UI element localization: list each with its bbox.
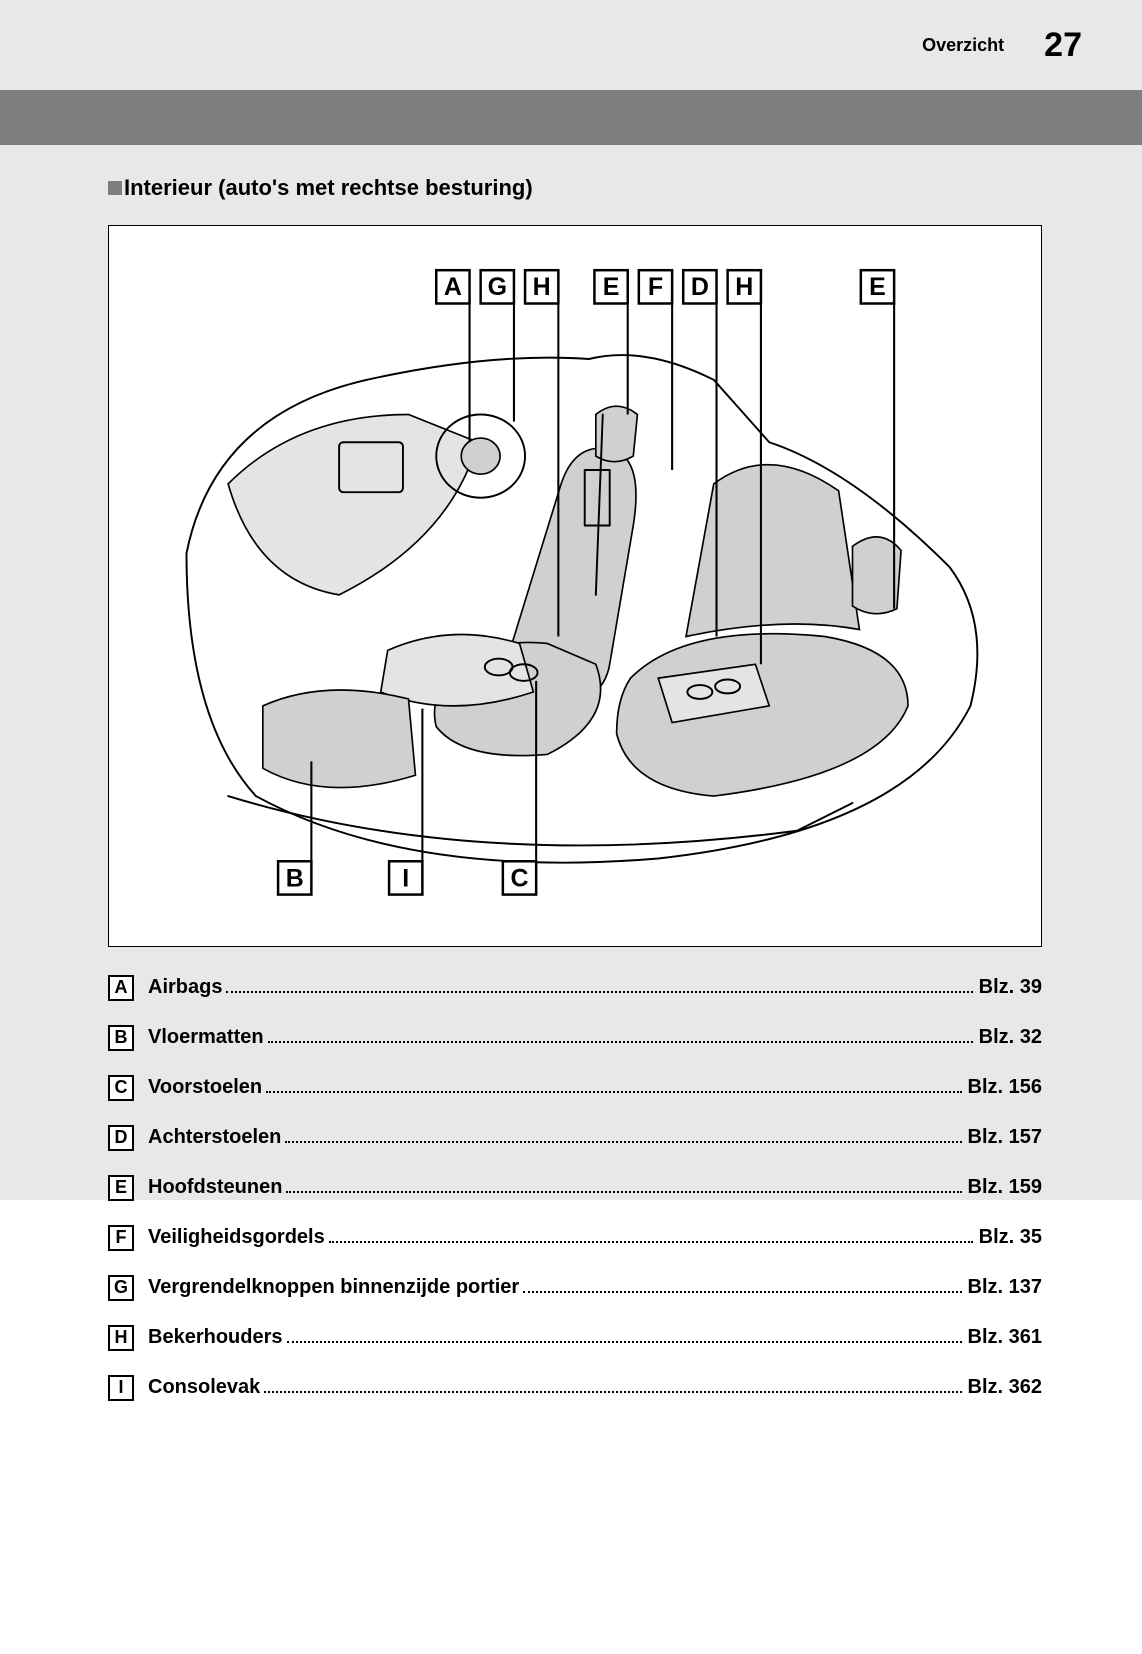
diagram-letter-box: G [481, 270, 514, 303]
legend-label: Veiligheidsgordels [148, 1226, 325, 1249]
legend-label: Airbags [148, 976, 222, 999]
legend-label: Vloermatten [148, 1026, 264, 1049]
svg-text:A: A [444, 273, 462, 301]
diagram-letter-box: E [594, 270, 627, 303]
legend-leader-dots [287, 1331, 962, 1343]
title-square-marker [108, 181, 122, 195]
svg-text:F: F [648, 273, 663, 301]
legend-page-ref: Blz. 137 [968, 1276, 1042, 1299]
legend-row: H Bekerhouders Blz. 361 [108, 1325, 1042, 1351]
legend-page-ref: Blz. 157 [968, 1126, 1042, 1149]
svg-text:D: D [691, 273, 709, 301]
header-section-label: Overzicht [922, 35, 1004, 56]
legend-leader-dots [264, 1381, 961, 1393]
interior-diagram: AGHEFDHEBIC [131, 248, 1019, 928]
legend-leader-dots [268, 1031, 973, 1043]
legend-page-ref: Blz. 156 [968, 1076, 1042, 1099]
legend-label: Bekerhouders [148, 1326, 283, 1349]
legend-label: Hoofdsteunen [148, 1176, 282, 1199]
legend-row: E Hoofdsteunen Blz. 159 [108, 1175, 1042, 1201]
legend-row: C Voorstoelen Blz. 156 [108, 1075, 1042, 1101]
page-content: Interieur (auto's met rechtse besturing) [0, 175, 1142, 1401]
legend-letter-box: C [108, 1075, 134, 1101]
header-gray-band [0, 90, 1142, 145]
legend-letter-box: G [108, 1275, 134, 1301]
legend-list: A Airbags Blz. 39 B Vloermatten Blz. 32 C Voors… [108, 975, 1042, 1401]
legend-leader-dots [226, 981, 972, 993]
legend-leader-dots [286, 1181, 961, 1193]
legend-letter-box: A [108, 975, 134, 1001]
diagram-letter-box: C [503, 861, 536, 894]
legend-leader-dots [523, 1281, 961, 1293]
diagram-letter-box: H [525, 270, 558, 303]
svg-text:C: C [510, 864, 528, 892]
legend-page-ref: Blz. 362 [968, 1376, 1042, 1399]
diagram-letter-box: E [861, 270, 894, 303]
legend-row: I Consolevak Blz. 362 [108, 1375, 1042, 1401]
svg-text:E: E [869, 273, 886, 301]
page-number: 27 [1044, 26, 1082, 65]
legend-page-ref: Blz. 361 [968, 1326, 1042, 1349]
diagram-letter-box: B [278, 861, 311, 894]
legend-letter-box: B [108, 1025, 134, 1051]
car-interior-drawing [187, 355, 978, 863]
legend-row: B Vloermatten Blz. 32 [108, 1025, 1042, 1051]
svg-text:H: H [533, 273, 551, 301]
diagram-letter-box: A [436, 270, 469, 303]
svg-text:G: G [488, 273, 507, 301]
page-header: Overzicht 27 [0, 0, 1142, 90]
diagram-letter-box: F [639, 270, 672, 303]
diagram-letter-box: D [683, 270, 716, 303]
diagram-letter-box: H [728, 270, 761, 303]
legend-leader-dots [266, 1081, 961, 1093]
legend-page-ref: Blz. 159 [968, 1176, 1042, 1199]
svg-text:H: H [735, 273, 753, 301]
legend-letter-box: E [108, 1175, 134, 1201]
legend-leader-dots [329, 1231, 973, 1243]
svg-text:E: E [603, 273, 620, 301]
legend-letter-box: D [108, 1125, 134, 1151]
svg-text:B: B [286, 864, 304, 892]
legend-leader-dots [285, 1131, 961, 1143]
legend-page-ref: Blz. 32 [979, 1026, 1042, 1049]
diagram-letter-box: I [389, 861, 422, 894]
legend-letter-box: H [108, 1325, 134, 1351]
legend-label: Achterstoelen [148, 1126, 281, 1149]
legend-row: A Airbags Blz. 39 [108, 975, 1042, 1001]
interior-diagram-frame: AGHEFDHEBIC [108, 225, 1042, 947]
svg-text:I: I [402, 864, 409, 892]
legend-label: Voorstoelen [148, 1076, 262, 1099]
section-title: Interieur (auto's met rechtse besturing) [108, 175, 1042, 201]
legend-row: G Vergrendelknoppen binnenzijde portier Bl… [108, 1275, 1042, 1301]
legend-page-ref: Blz. 35 [979, 1226, 1042, 1249]
section-title-text: Interieur (auto's met rechtse besturing) [124, 175, 533, 201]
legend-letter-box: I [108, 1375, 134, 1401]
legend-label: Consolevak [148, 1376, 260, 1399]
legend-row: D Achterstoelen Blz. 157 [108, 1125, 1042, 1151]
legend-row: F Veiligheidsgordels Blz. 35 [108, 1225, 1042, 1251]
legend-page-ref: Blz. 39 [979, 976, 1042, 999]
legend-label: Vergrendelknoppen binnenzijde portier [148, 1276, 519, 1299]
legend-letter-box: F [108, 1225, 134, 1251]
